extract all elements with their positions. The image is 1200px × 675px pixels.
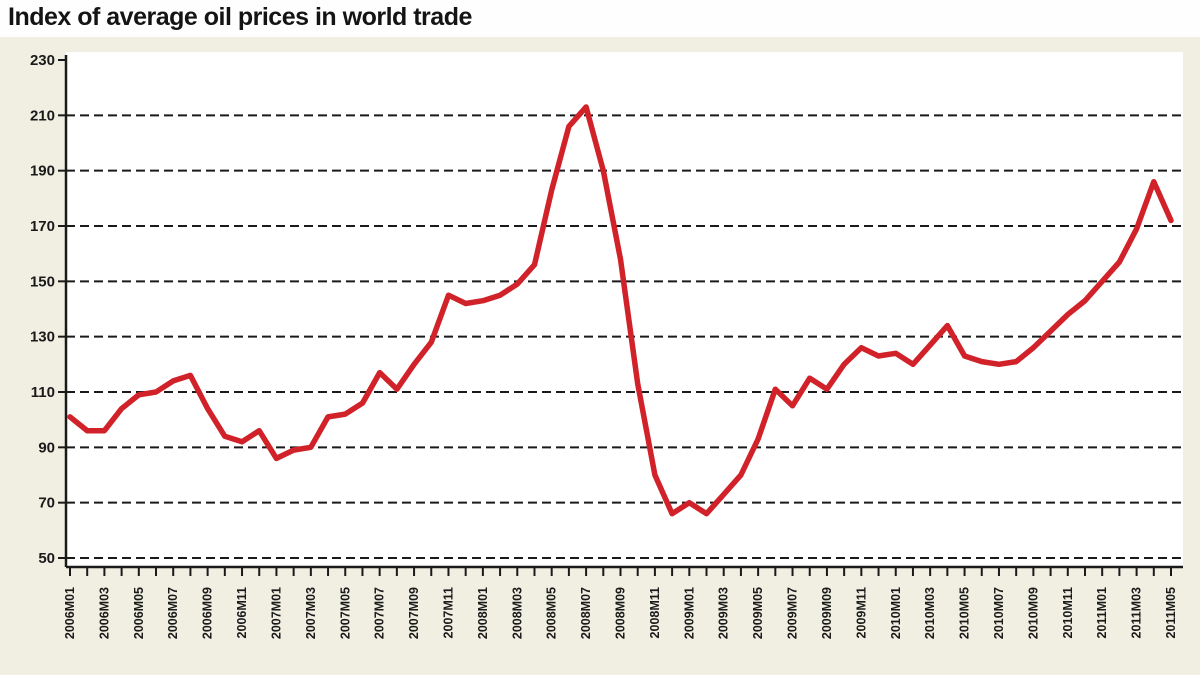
x-tick-label: 2009M05 bbox=[751, 587, 765, 639]
x-tick-label: 2010M01 bbox=[889, 587, 903, 639]
x-tick-label: 2007M05 bbox=[338, 587, 352, 639]
price-line bbox=[67, 104, 1174, 517]
x-tick-label: 2007M11 bbox=[441, 587, 455, 638]
x-tick-label: 2006M07 bbox=[166, 587, 180, 639]
y-tick-label: 90 bbox=[38, 439, 55, 456]
x-tick-label: 2006M01 bbox=[63, 587, 77, 639]
x-tick-label: 2009M09 bbox=[820, 587, 834, 639]
x-tick-label: 2011M01 bbox=[1095, 587, 1109, 638]
y-tick-label: 150 bbox=[30, 273, 55, 290]
x-tick-label: 2011M05 bbox=[1164, 587, 1178, 638]
x-tick-label: 2008M05 bbox=[545, 587, 559, 639]
x-tick-label: 2010M11 bbox=[1061, 587, 1075, 638]
y-tick-label: 170 bbox=[30, 218, 55, 235]
x-tick-label: 2007M09 bbox=[407, 587, 421, 639]
y-tick-label: 70 bbox=[38, 495, 55, 512]
title-bar: Index of average oil prices in world tra… bbox=[0, 0, 1200, 37]
y-tick-label: 190 bbox=[30, 163, 55, 180]
x-tick-label: 2010M05 bbox=[958, 587, 972, 639]
x-tick-label: 2008M03 bbox=[510, 587, 524, 639]
x-tick-label: 2009M01 bbox=[682, 587, 696, 639]
x-tick-label: 2007M01 bbox=[269, 587, 283, 639]
x-tick-label: 2009M11 bbox=[854, 587, 868, 638]
x-tick-label: 2008M07 bbox=[579, 587, 593, 639]
y-tick-label: 110 bbox=[31, 384, 55, 401]
x-tick-label: 2010M09 bbox=[1026, 587, 1040, 639]
x-tick-label: 2007M07 bbox=[373, 587, 387, 639]
x-tick-label: 2007M03 bbox=[304, 587, 318, 639]
x-tick-label: 2009M07 bbox=[786, 587, 800, 639]
y-tick-label: 130 bbox=[30, 329, 55, 346]
y-tick-label: 230 bbox=[30, 52, 55, 69]
chart-title: Index of average oil prices in world tra… bbox=[8, 3, 472, 31]
x-tick-label: 2006M03 bbox=[97, 587, 111, 639]
x-tick-label: 2008M11 bbox=[648, 587, 662, 638]
x-tick-label: 2011M03 bbox=[1130, 587, 1144, 638]
y-tick-label: 50 bbox=[38, 550, 55, 567]
x-tick-label: 2009M03 bbox=[717, 587, 731, 639]
plot-area bbox=[66, 52, 1183, 567]
x-tick-label: 2010M03 bbox=[923, 587, 937, 639]
x-tick-label: 2006M11 bbox=[235, 587, 249, 638]
x-tick-label: 2010M07 bbox=[992, 587, 1006, 639]
x-tick-label: 2006M05 bbox=[132, 587, 146, 639]
x-tick-label: 2008M09 bbox=[614, 587, 628, 639]
y-tick-label: 210 bbox=[30, 107, 55, 124]
x-tick-label: 2008M01 bbox=[476, 587, 490, 639]
x-tick-label: 2006M09 bbox=[201, 587, 215, 639]
